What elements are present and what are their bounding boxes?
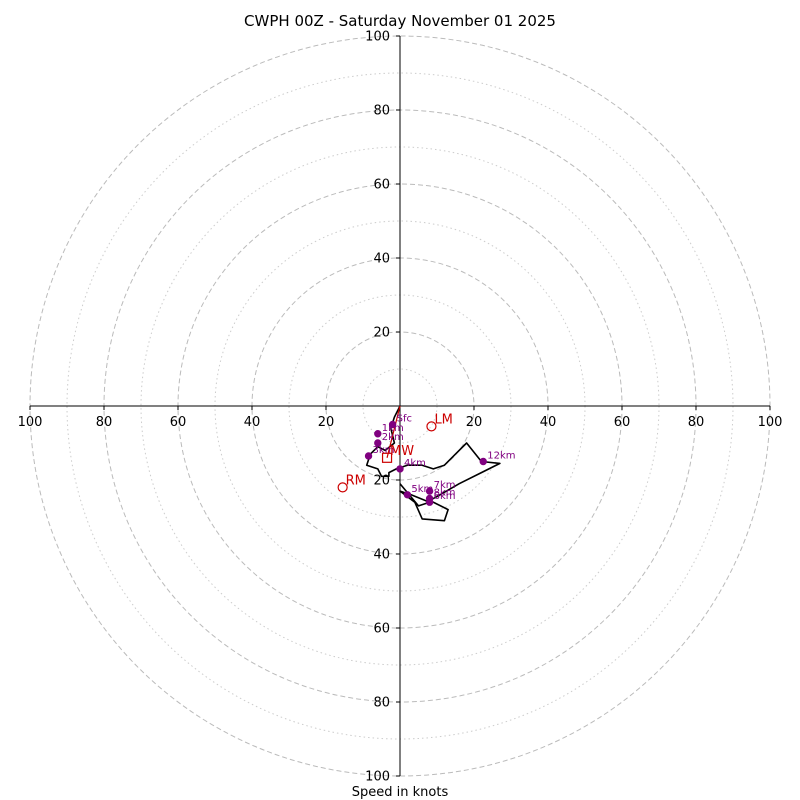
tick-label-right-4: 100	[758, 415, 783, 430]
height-label-6: 6km	[434, 491, 456, 502]
tick-label-right-0: 20	[466, 415, 483, 430]
hodograph-trace	[365, 405, 501, 522]
tick-label-left-2: 60	[170, 415, 187, 430]
height-label-5: 5km	[411, 484, 433, 495]
storm-relative-line	[386, 405, 401, 458]
chart-title: CWPH 00Z - Saturday November 01 2025	[244, 12, 556, 30]
axis-tick-labels: 20 40 60 80 100 20 40 60 80 100 100 80 60 40 20 20 40 60 8…	[18, 30, 783, 785]
height-label-1: 1km	[382, 423, 404, 434]
tick-label-top-0: 20	[373, 326, 390, 341]
tick-label-top-2: 60	[373, 178, 390, 193]
height-marker-7	[425, 487, 434, 495]
height-marker-5	[403, 491, 412, 499]
height-label-8: 8km	[434, 488, 456, 499]
height-marker-3	[364, 452, 373, 460]
x-axis-label: Speed in knots	[352, 785, 449, 800]
tick-label-bottom-3: 80	[373, 696, 390, 711]
height-label-3: 3km	[373, 445, 395, 456]
tick-label-bottom-0: 20	[373, 474, 390, 489]
height-marker-1	[374, 430, 382, 438]
height-label-4: 4km	[404, 458, 426, 469]
tick-label-left-1: 80	[96, 415, 113, 430]
height-label-0: Sfc	[397, 414, 412, 425]
height-label-2: 2km	[382, 432, 404, 443]
tick-label-top-1: 40	[373, 252, 390, 267]
tick-label-bottom-1: 40	[373, 548, 390, 563]
tick-label-right-3: 80	[688, 415, 705, 430]
motion-marker-mw	[381, 452, 393, 463]
tick-label-bottom-2: 60	[373, 622, 390, 637]
height-label-7: 7km	[434, 480, 456, 491]
motion-label-mw: MW	[390, 444, 414, 459]
height-label-9: 12km	[487, 451, 515, 462]
motion-label-lm: LM	[434, 412, 452, 427]
tick-label-left-0: 100	[18, 415, 43, 430]
motion-label-rm: RM	[346, 473, 366, 488]
tick-label-top-3: 80	[373, 104, 390, 119]
tick-label-top-4: 100	[365, 30, 390, 45]
tick-label-right-1: 40	[540, 415, 557, 430]
tick-label-bottom-4: 100	[365, 770, 390, 785]
storm-motion-markers: LM RM MW	[337, 412, 453, 493]
tick-label-left-3: 40	[244, 415, 261, 430]
height-marker-0	[388, 420, 397, 429]
height-marker-9	[479, 457, 487, 466]
tick-label-right-2: 60	[614, 415, 631, 430]
tick-label-left-4: 20	[318, 415, 335, 430]
height-marker-2	[374, 439, 382, 447]
height-marker-8	[425, 494, 434, 503]
motion-marker-rm	[337, 482, 348, 493]
motion-marker-lm	[426, 421, 437, 432]
height-marker-4	[396, 465, 404, 473]
hodograph-trace-group	[365, 405, 501, 522]
